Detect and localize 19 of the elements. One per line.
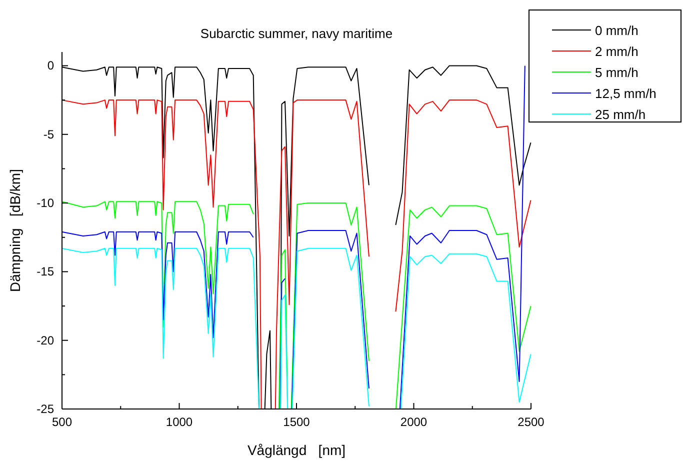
x-tick-label: 500: [52, 415, 72, 429]
chart-title: Subarctic summer, navy maritime: [200, 26, 393, 41]
legend-label: 12,5 mm/h: [595, 86, 656, 101]
y-axis-title: Dämpning [dB/km]: [7, 169, 23, 292]
x-tick-label: 1000: [166, 415, 193, 429]
y-tick-label: -10: [36, 196, 54, 210]
legend-label: 2 mm/h: [595, 44, 638, 59]
legend-label: 5 mm/h: [595, 65, 638, 80]
y-tick-label: -15: [36, 264, 54, 279]
y-tick-label: 0: [47, 58, 54, 73]
x-axis-title: Våglängd [nm]: [247, 442, 346, 458]
y-tick-label: -5: [43, 127, 54, 142]
x-tick-label: 1500: [283, 415, 310, 429]
legend-label: 25 mm/h: [595, 107, 646, 122]
legend-label: 0 mm/h: [595, 23, 638, 38]
y-tick-label: -20: [36, 333, 54, 348]
y-tick-label: -25: [36, 402, 54, 416]
x-tick-label: 2000: [400, 415, 428, 429]
x-tick-label: 2500: [518, 415, 545, 429]
